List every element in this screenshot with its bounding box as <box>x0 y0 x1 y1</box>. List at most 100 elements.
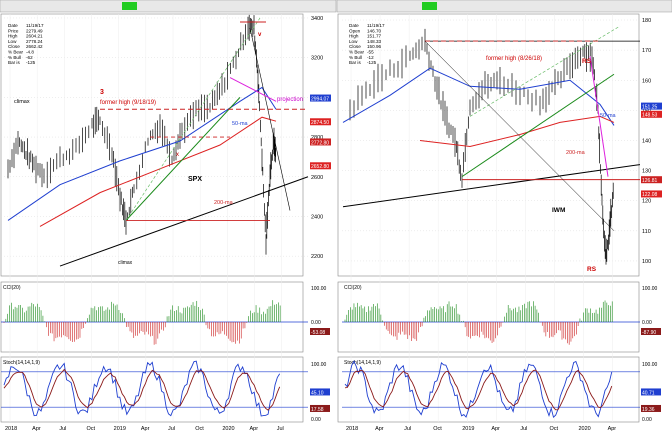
x-tick-label: Jul <box>59 426 66 432</box>
panel-border <box>337 356 640 423</box>
stoch-label: 45.10 <box>311 390 324 396</box>
info-line: Bar is <box>8 60 20 65</box>
x-tick-label: 2020 <box>579 426 591 432</box>
info-line: 148.33 <box>367 39 381 44</box>
stoch-d-line <box>3 368 281 411</box>
price-label-value: 151.25 <box>642 104 658 110</box>
info-line: Date <box>8 23 18 28</box>
price-label-value: 2874.50 <box>311 120 329 126</box>
stoch-label: 0.00 <box>642 417 652 423</box>
x-tick-label: Oct <box>433 426 442 432</box>
stoch-label: 100.00 <box>311 362 327 368</box>
info-line: 2604.21 <box>26 34 43 39</box>
y-tick-label: 2400 <box>311 214 323 220</box>
stoch-title: Stoch(14,14,1,9) <box>3 360 40 366</box>
cci-label: 0.00 <box>642 320 652 326</box>
y-tick-label: 100 <box>642 259 651 265</box>
y-tick-label: 120 <box>642 199 651 205</box>
price-label-box <box>641 190 662 198</box>
left-header-bar <box>0 0 337 13</box>
cci-label: -87.90 <box>642 330 656 336</box>
y-tick-label: 3200 <box>311 56 323 62</box>
info-line: 150.96 <box>367 44 381 49</box>
y-tick-label: 2200 <box>311 254 323 260</box>
info-line: 11/19/17 <box>367 23 385 28</box>
cci-label: 100.00 <box>311 286 327 292</box>
annotation-former-high: former high (8/26/18) <box>486 56 542 62</box>
trendline-black <box>342 164 641 208</box>
price-label-box <box>641 102 662 110</box>
y-tick-label: 130 <box>642 169 651 175</box>
cci-label: 100.00 <box>642 286 658 292</box>
right-stoch-panel: Stoch(14,14,1,9) 100.00 40.71 19.36 0.00 <box>342 360 661 423</box>
cci-value-box <box>310 328 330 335</box>
projection-line <box>589 56 609 177</box>
x-tick-label: Jul <box>277 426 284 432</box>
info-line: High <box>8 34 18 39</box>
ma200-line <box>419 115 615 148</box>
panel-border <box>337 281 640 353</box>
info-line: % Bear <box>349 50 365 55</box>
stoch-d-line <box>344 369 613 411</box>
info-line: 146.70 <box>367 28 381 33</box>
y-tick-label: 140 <box>642 138 651 144</box>
cci-label: 0.00 <box>311 320 321 326</box>
info-line: -12 <box>367 55 374 60</box>
y-tick-label: 180 <box>642 18 651 24</box>
x-tick-label: 2019 <box>462 426 474 432</box>
x-tick-label: Apr <box>250 426 259 432</box>
info-line: Low <box>349 39 358 44</box>
info-line: % Bear <box>8 50 24 55</box>
stoch-d-box <box>641 404 661 412</box>
price-label-box <box>641 110 662 118</box>
decline-line <box>249 27 291 211</box>
stoch-k-box <box>641 388 661 396</box>
right-cci-panel: CCI(20) 100.00 0.00 -87.90 <box>342 285 661 345</box>
price-label-box <box>310 118 331 126</box>
stoch-label: 19.36 <box>642 407 655 413</box>
info-line: -125 <box>367 60 377 65</box>
info-line: Bar is <box>349 60 361 65</box>
right-header-bar <box>336 0 672 13</box>
trendline-black <box>59 176 309 267</box>
x-tick-label: Oct <box>87 426 96 432</box>
price-label-box <box>310 162 331 170</box>
annotation-ma50: 50-ma <box>232 121 249 127</box>
info-line: 151.77 <box>367 34 381 39</box>
info-line: Close <box>8 44 20 49</box>
trendline-green <box>461 73 615 178</box>
cci-title: CCI(20) <box>3 285 21 291</box>
channel-upper <box>125 17 261 221</box>
x-tick-label: Jul <box>404 426 411 432</box>
right-price-panel: 1001101201301401501601701802018AprJulOct… <box>342 14 662 432</box>
x-tick-label: Apr <box>141 426 150 432</box>
y-tick-label: 160 <box>642 78 651 84</box>
stoch-label: 40.71 <box>642 390 655 396</box>
right-header-green-box <box>422 2 437 10</box>
y-tick-label: 3400 <box>311 16 323 22</box>
ma50-line <box>7 86 277 221</box>
info-line: % Bull <box>349 55 362 60</box>
price-label-box <box>310 138 331 146</box>
info-line: Low <box>8 39 17 44</box>
annotation-ma200: 200-ma <box>566 150 586 156</box>
panel-border <box>337 13 640 277</box>
x-tick-label: 2020 <box>222 426 234 432</box>
ma50-line <box>342 67 615 126</box>
left-price-panel: 22002400260028003000320034002018AprJulOc… <box>1 14 331 432</box>
annotation-v: v <box>258 32 262 38</box>
info-line: 11/19/17 <box>26 23 44 28</box>
price-label-value: 148.53 <box>642 113 658 119</box>
x-tick-label: Apr <box>608 426 617 432</box>
annotation-rs-top: RS <box>582 58 592 65</box>
panel-border <box>0 13 304 277</box>
info-line: High <box>349 34 359 39</box>
cci-title: CCI(20) <box>344 285 362 291</box>
projection-line <box>229 77 277 102</box>
x-tick-label: Jul <box>168 426 175 432</box>
info-line: Date <box>349 23 359 28</box>
trendline-green <box>125 97 241 221</box>
annotation-ma50: 50-ma <box>600 113 617 119</box>
x-tick-label: Jul <box>520 426 527 432</box>
x-tick-label: 2018 <box>346 426 358 432</box>
